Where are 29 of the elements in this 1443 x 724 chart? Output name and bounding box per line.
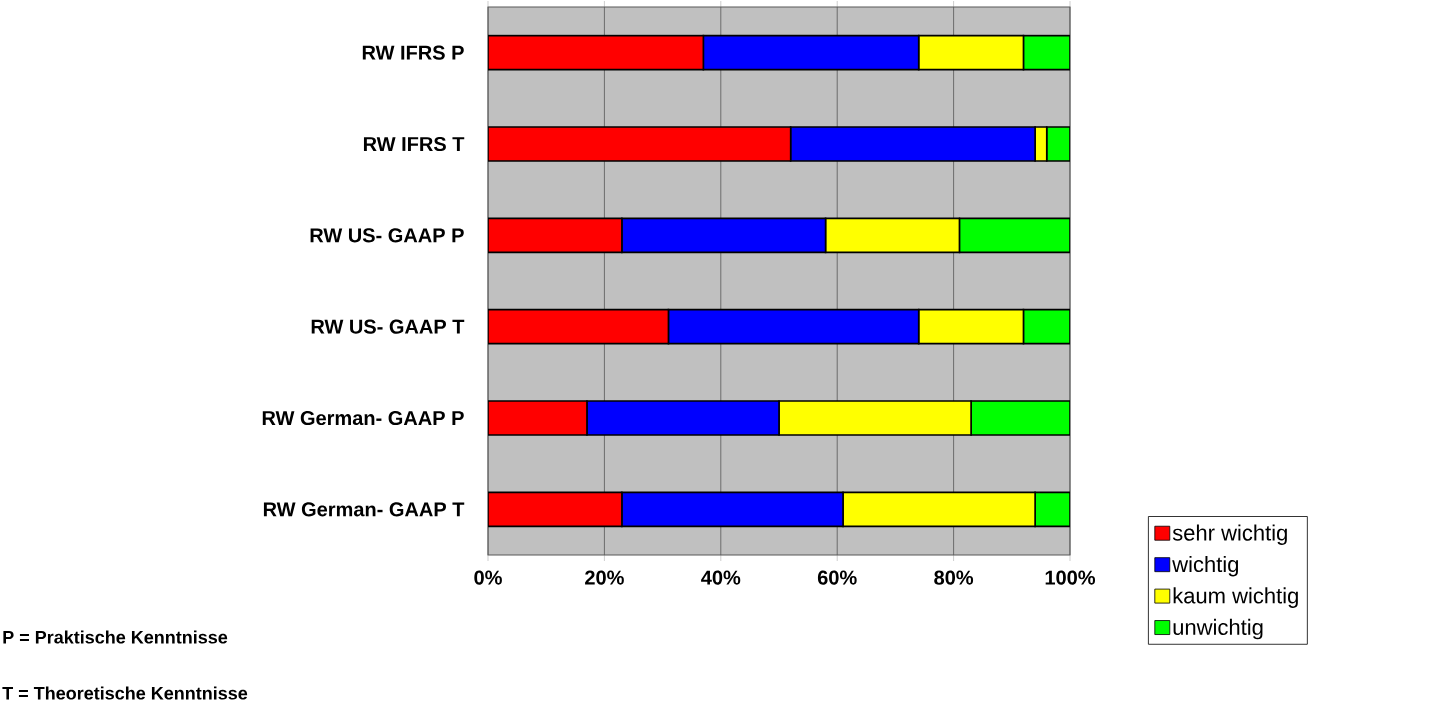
text: P = Praktische Kenntnisse bbox=[3, 630, 228, 644]
bar bbox=[1022, 34, 1071, 71]
x-tick-label: 0% bbox=[474, 570, 502, 585]
bar bbox=[488, 217, 623, 254]
y-tick-label: RW German- GAAP T bbox=[263, 502, 465, 517]
y-tick-label: RW IFRS T bbox=[363, 136, 465, 152]
y-tick-label: RW German- GAAP P bbox=[262, 410, 464, 426]
bar bbox=[488, 400, 588, 436]
legend-label: unwichtig bbox=[1173, 618, 1263, 640]
legend-label: kaum wichtig bbox=[1173, 587, 1298, 608]
x-tick-label: 100% bbox=[1045, 570, 1096, 585]
bar bbox=[1022, 308, 1071, 345]
y-tick-label: RW US- GAAP P bbox=[310, 228, 464, 243]
bar bbox=[970, 400, 1071, 436]
legend-label: sehr wichtig bbox=[1172, 524, 1287, 546]
bar bbox=[488, 308, 670, 345]
y-tick-label: RW US- GAAP T bbox=[311, 319, 465, 334]
x-tick-label: 60% bbox=[817, 570, 857, 585]
x-tick-label: 80% bbox=[934, 570, 974, 585]
x-tick-label: 20% bbox=[585, 570, 624, 585]
bar bbox=[488, 126, 792, 162]
bar bbox=[488, 491, 623, 528]
legend-label: wichtig bbox=[1172, 555, 1239, 577]
bar bbox=[958, 217, 1071, 254]
bar bbox=[488, 34, 705, 71]
bar bbox=[1034, 491, 1071, 528]
text: T = Theoretische Kenntnisse bbox=[2, 686, 248, 700]
y-tick-label: RW IFRS P bbox=[362, 45, 464, 60]
x-tick-label: 40% bbox=[701, 570, 741, 585]
